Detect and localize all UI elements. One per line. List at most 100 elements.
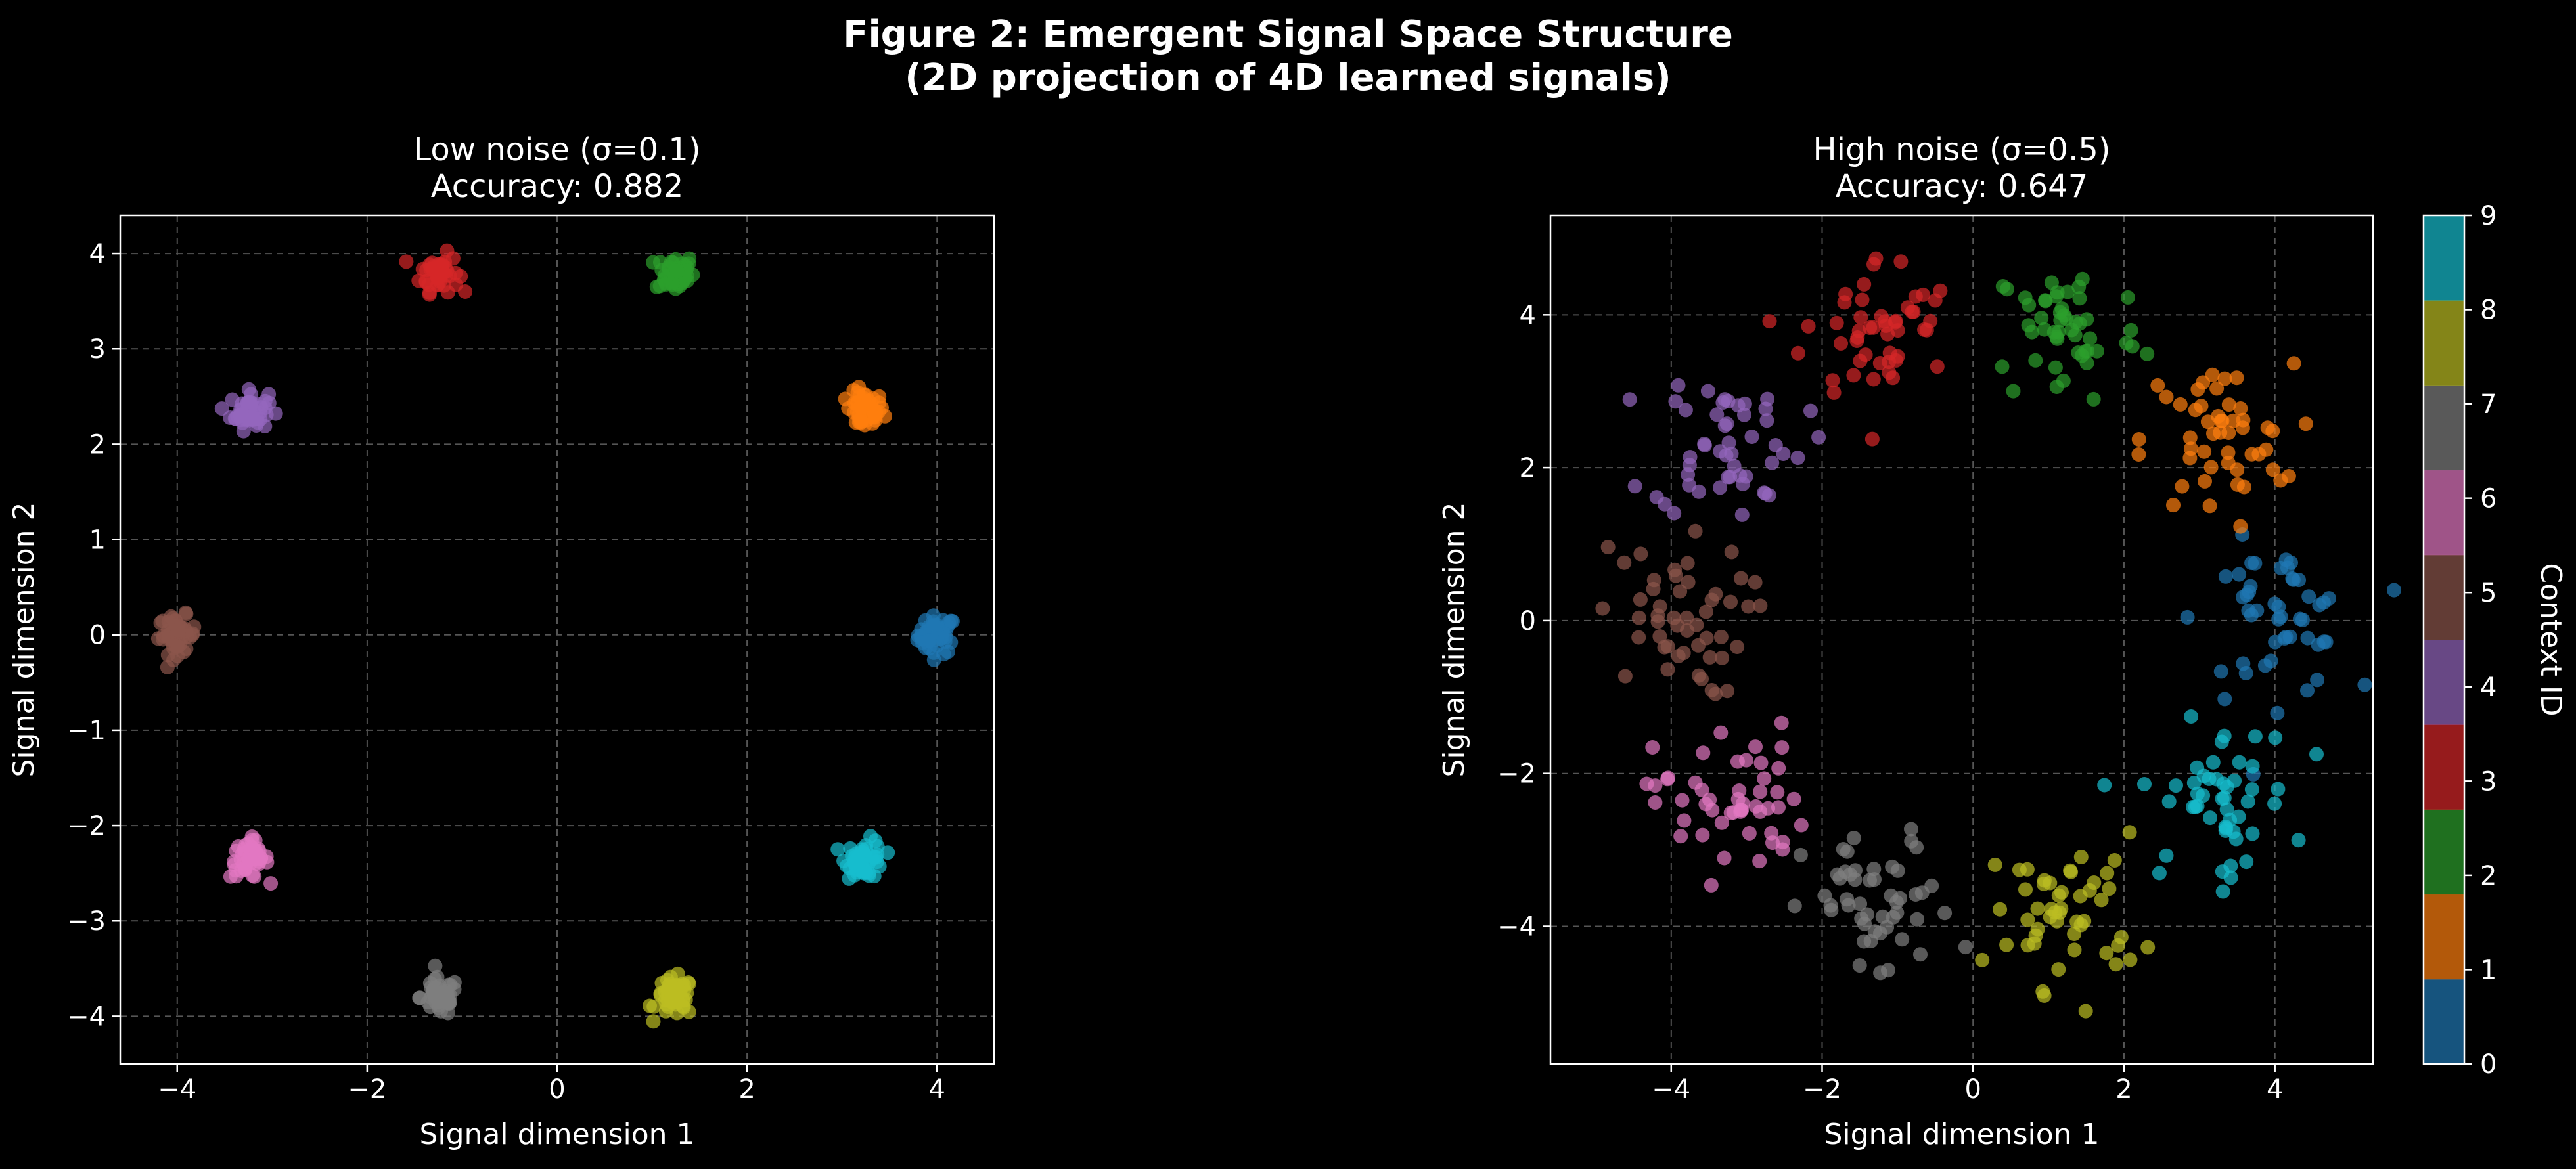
data-point [1753,755,1769,770]
data-point [1775,835,1790,850]
data-point [1652,599,1667,614]
colorbar-segment [2424,979,2464,1065]
data-point [2108,957,2123,972]
y-axis-label: Signal dimension 2 [7,502,41,777]
data-point [422,287,437,302]
data-point [2050,331,2065,346]
data-point [1825,373,1840,388]
x-tick-label: −2 [348,1074,386,1105]
data-point [2030,901,2045,916]
data-point [214,401,229,416]
data-point [863,829,878,844]
colorbar-segment [2424,215,2464,301]
y-tick-label: 1 [89,525,106,556]
data-point [1714,815,1729,830]
data-point [2196,768,2211,783]
data-point [1765,835,1780,850]
data-point [2113,930,2129,944]
data-point [1841,898,1856,913]
data-point [1933,283,1948,298]
data-point [1857,934,1872,949]
data-point [185,626,200,641]
data-point [1846,831,1861,846]
data-point [1793,847,1808,862]
data-point [2051,962,2066,977]
data-point [2213,664,2228,679]
data-point [2150,378,2165,393]
colorbar-segment [2424,470,2464,556]
figure-title-line2: (2D projection of 4D learned signals) [905,56,1671,99]
data-point [2301,589,2316,604]
colorbar-tick-label: 3 [2480,766,2497,797]
data-point [242,395,258,410]
data-point [2270,705,2285,720]
data-point [2022,298,2037,313]
data-point [1760,391,1775,407]
data-point [2054,885,2069,900]
data-point [2248,729,2263,744]
colorbar-tick-label: 8 [2480,296,2497,326]
y-tick-label: 2 [89,430,106,460]
data-point [2119,336,2134,351]
data-point [1908,887,1923,902]
data-point [2268,634,2283,650]
data-point [1748,799,1763,814]
data-point [2064,864,2079,879]
data-point [1639,776,1654,791]
data-point [854,414,869,429]
figure-title-line1: Figure 2: Emergent Signal Space Structur… [843,13,1733,56]
x-tick-label: 2 [2115,1074,2132,1105]
data-point [238,862,253,877]
data-point [1752,854,1767,869]
colorbar: 0 1 2 3 4 5 6 7 8 9 Context ID [2422,201,2567,1080]
data-point [1713,444,1728,459]
data-point [2271,600,2286,615]
data-point [2072,291,2087,306]
data-point [1730,791,1746,806]
data-point [2233,519,2248,534]
colorbar-tick-label: 0 [2480,1049,2497,1080]
data-point [2120,290,2135,305]
data-point [1757,486,1773,501]
colorbar-segment [2424,724,2464,810]
data-point [2000,282,2014,297]
x-tick-label: 2 [738,1074,755,1105]
y-tick-label: −2 [1497,759,1536,789]
left-panel-title-line1: Low noise (σ=0.1) [413,131,701,168]
data-point [1742,826,1757,841]
data-point [2223,812,2238,827]
data-point [2284,555,2298,570]
colorbar-tick-label: 1 [2480,955,2497,985]
data-point [2030,921,2045,937]
data-point [1667,506,1682,521]
colorbar-tick-label: 2 [2480,861,2497,891]
data-point [2236,590,2250,605]
data-point [399,254,414,269]
data-point [1617,555,1632,570]
colorbar-label: Context ID [2534,563,2567,716]
data-point [2169,778,2183,793]
data-point [1913,947,1928,962]
data-point [2099,946,2114,961]
data-point [2184,709,2199,724]
data-point [2286,356,2301,371]
data-point [1753,784,1768,799]
data-point [1734,507,1750,522]
data-point [922,633,937,648]
data-point [841,401,856,416]
data-point [2196,788,2211,803]
data-point [1713,629,1729,644]
data-point [2078,1004,2093,1019]
data-point [2180,609,2195,625]
data-point [1739,753,1753,768]
data-point [669,977,685,992]
data-point [1645,740,1660,755]
left-panel-title-line2: Accuracy: 0.882 [430,168,684,205]
data-point [1999,937,2014,952]
data-point [2067,942,2082,958]
y-tick-label: −2 [67,811,106,841]
data-point [1759,413,1774,428]
data-point [1771,800,1786,815]
data-point [2107,853,2122,868]
data-point [2295,612,2310,627]
